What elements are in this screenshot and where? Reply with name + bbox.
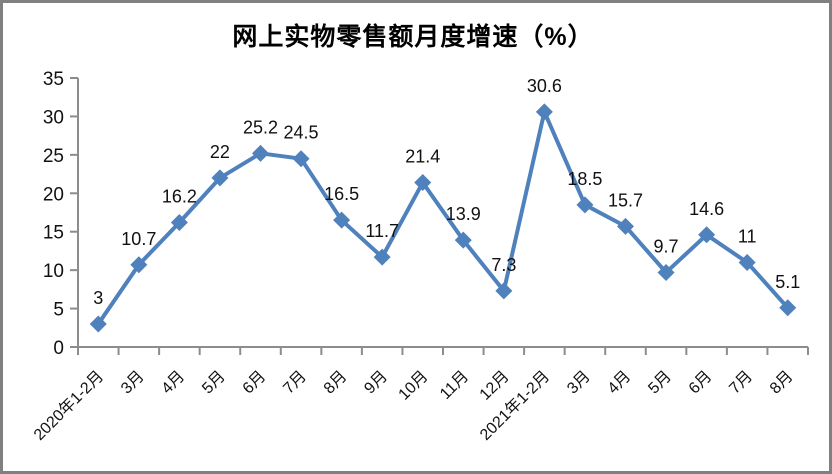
data-label: 14.6 [689, 199, 724, 219]
data-point-marker [292, 150, 310, 168]
line-chart-plot: 0 5 10 15 20 25 30 35 2020年1-2月 3月 4月 5月 6月 7月 8月 9月 10月… [30, 69, 809, 444]
data-point-marker [698, 226, 716, 244]
x-category-label: 7月 [726, 368, 756, 398]
data-label: 18.5 [567, 169, 602, 189]
chart-title: 网上实物零售额月度增速（%） [232, 23, 594, 51]
x-category-label: 2020年1-2月 [30, 367, 107, 444]
data-label: 13.9 [446, 204, 481, 224]
x-category-label: 3月 [564, 368, 594, 398]
y-axis-tick-label: 5 [53, 300, 64, 321]
x-category-label: 3月 [118, 368, 148, 398]
y-axis-tick-label: 0 [53, 338, 64, 359]
x-category-label: 12月 [477, 368, 513, 404]
data-point-marker [211, 169, 229, 187]
series-line [96, 109, 790, 326]
x-category-label: 11月 [437, 368, 472, 403]
x-category-label: 6月 [240, 368, 270, 398]
x-category-label: 8月 [321, 368, 351, 398]
x-category-label: 7月 [280, 368, 310, 398]
data-point-marker [576, 196, 594, 214]
x-category-label: 5月 [199, 368, 229, 398]
data-point-marker [454, 231, 472, 249]
data-point-marker [252, 144, 269, 162]
x-category-label: 4月 [159, 368, 189, 398]
y-axis-tick-label: 10 [43, 261, 64, 282]
data-point-marker [617, 217, 634, 235]
data-label: 15.7 [608, 190, 643, 210]
y-axis-tick-label: 15 [43, 223, 64, 244]
data-label: 25.2 [243, 117, 278, 137]
x-category-label: 9月 [361, 368, 391, 398]
data-point-marker [333, 211, 351, 229]
data-point-marker [657, 263, 675, 281]
data-label: 11.7 [365, 221, 399, 241]
data-label: 16.2 [162, 186, 197, 206]
data-label: 24.5 [284, 123, 319, 143]
data-label: 30.6 [527, 76, 562, 96]
x-category-label: 2021年1-2月 [476, 367, 553, 444]
y-axis-tick-label: 25 [43, 146, 64, 167]
data-label: 5.1 [775, 272, 800, 292]
x-category-label: 10月 [396, 368, 432, 404]
data-point-marker [779, 299, 797, 317]
data-label: 10.7 [121, 229, 156, 249]
x-category-label: 8月 [767, 368, 797, 398]
data-point-marker [414, 174, 432, 192]
data-point-marker [495, 282, 513, 300]
data-label: 11 [738, 226, 757, 246]
data-point-marker [535, 103, 553, 121]
data-label: 3 [93, 288, 103, 308]
x-category-label: 4月 [605, 368, 635, 398]
data-point-marker [738, 253, 756, 271]
y-axis-tick-label: 20 [43, 184, 64, 205]
x-category-label: 6月 [686, 368, 716, 398]
data-label: 21.4 [405, 147, 440, 167]
data-point-marker [130, 256, 148, 274]
data-point-marker [89, 315, 107, 333]
data-label: 7.3 [491, 255, 516, 275]
y-axis-tick-label: 35 [43, 69, 64, 90]
data-label: 22 [210, 142, 230, 162]
data-point-marker [373, 248, 391, 266]
y-axis-tick-label: 30 [43, 107, 64, 128]
data-label: 16.5 [324, 184, 359, 204]
x-category-label: 5月 [645, 368, 675, 398]
data-point-marker [170, 213, 188, 231]
data-label: 9.7 [654, 236, 679, 256]
